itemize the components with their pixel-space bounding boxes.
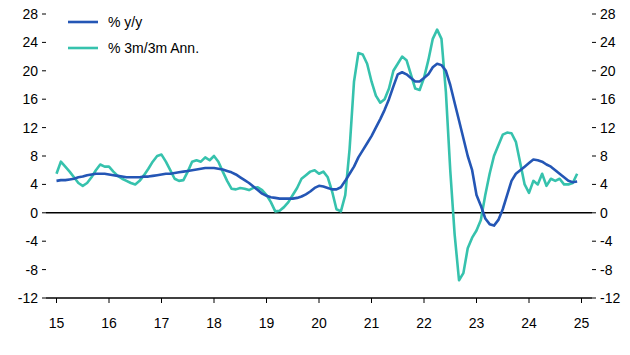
x-tick bbox=[319, 298, 320, 303]
y2-tick-label: -4 bbox=[600, 233, 613, 249]
legend-swatch bbox=[68, 47, 98, 50]
y-tick-label: -8 bbox=[26, 262, 39, 278]
x-tick-label: 21 bbox=[364, 315, 380, 331]
y2-tick bbox=[592, 184, 596, 185]
y2-tick bbox=[592, 70, 596, 71]
y2-tick bbox=[592, 241, 596, 242]
y2-tick-label: 16 bbox=[600, 91, 616, 107]
y-tick bbox=[42, 184, 46, 185]
y-tick bbox=[42, 42, 46, 43]
y-tick-label: 4 bbox=[30, 176, 38, 192]
y-tick-label: 24 bbox=[22, 34, 38, 50]
x-tick bbox=[214, 298, 215, 303]
y2-tick bbox=[592, 42, 596, 43]
y-tick-label: 20 bbox=[22, 63, 38, 79]
y-tick bbox=[42, 212, 46, 213]
y2-tick-label: -12 bbox=[600, 290, 620, 306]
y-tick bbox=[42, 241, 46, 242]
x-tick bbox=[424, 298, 425, 303]
x-tick-label: 19 bbox=[259, 315, 275, 331]
y-tick bbox=[42, 99, 46, 100]
y-tick-label: 28 bbox=[22, 6, 38, 22]
series-line bbox=[57, 64, 578, 226]
y-tick bbox=[42, 70, 46, 71]
y2-tick-label: 0 bbox=[600, 205, 608, 221]
y2-tick-label: 4 bbox=[600, 176, 608, 192]
series-group bbox=[57, 30, 578, 281]
x-tick-label: 18 bbox=[206, 315, 222, 331]
series-line bbox=[57, 30, 578, 281]
x-tick bbox=[529, 298, 530, 303]
y2-tick-label: -8 bbox=[600, 262, 613, 278]
x-tick bbox=[266, 298, 267, 303]
y-tick bbox=[42, 127, 46, 128]
y-tick-label: -4 bbox=[26, 233, 39, 249]
x-tick bbox=[56, 298, 57, 303]
y-tick-label: 16 bbox=[22, 91, 38, 107]
x-tick bbox=[476, 298, 477, 303]
x-tick-label: 16 bbox=[101, 315, 117, 331]
y2-tick bbox=[592, 212, 596, 213]
y2-tick-label: 12 bbox=[600, 120, 616, 136]
x-tick bbox=[371, 298, 372, 303]
x-tick-label: 15 bbox=[49, 315, 65, 331]
y2-tick bbox=[592, 14, 596, 15]
y-tick-label: 0 bbox=[30, 205, 38, 221]
y2-tick-label: 20 bbox=[600, 63, 616, 79]
y-tick bbox=[42, 269, 46, 270]
x-tick bbox=[581, 298, 582, 303]
y-tick-label: 12 bbox=[22, 120, 38, 136]
y-tick-label: -12 bbox=[18, 290, 38, 306]
y2-tick bbox=[592, 99, 596, 100]
x-tick-label: 24 bbox=[521, 315, 537, 331]
y2-tick bbox=[592, 269, 596, 270]
x-tick-label: 20 bbox=[311, 315, 327, 331]
y2-tick bbox=[592, 156, 596, 157]
legend-label: % y/y bbox=[108, 14, 142, 30]
x-tick bbox=[161, 298, 162, 303]
y2-tick bbox=[592, 298, 596, 299]
legend: % y/y % 3m/3m Ann. bbox=[68, 14, 199, 56]
x-tick-label: 25 bbox=[574, 315, 590, 331]
y2-tick-label: 28 bbox=[600, 6, 616, 22]
y-tick bbox=[42, 156, 46, 157]
y-tick bbox=[42, 298, 46, 299]
y-tick-label: 8 bbox=[30, 148, 38, 164]
legend-label: % 3m/3m Ann. bbox=[108, 40, 199, 56]
y2-tick bbox=[592, 127, 596, 128]
zero-line bbox=[46, 212, 592, 214]
y-tick bbox=[42, 14, 46, 15]
chart: -12 -8 -4 0 4 8 12 16 20 24 28 -12 -8 -4 0 4 8 12 16 20 24 28… bbox=[0, 0, 630, 355]
x-tick bbox=[109, 298, 110, 303]
y2-tick-label: 8 bbox=[600, 148, 608, 164]
x-tick-label: 17 bbox=[154, 315, 170, 331]
x-tick-label: 23 bbox=[469, 315, 485, 331]
y2-tick-label: 24 bbox=[600, 34, 616, 50]
legend-swatch bbox=[68, 21, 98, 24]
x-tick-label: 22 bbox=[416, 315, 432, 331]
